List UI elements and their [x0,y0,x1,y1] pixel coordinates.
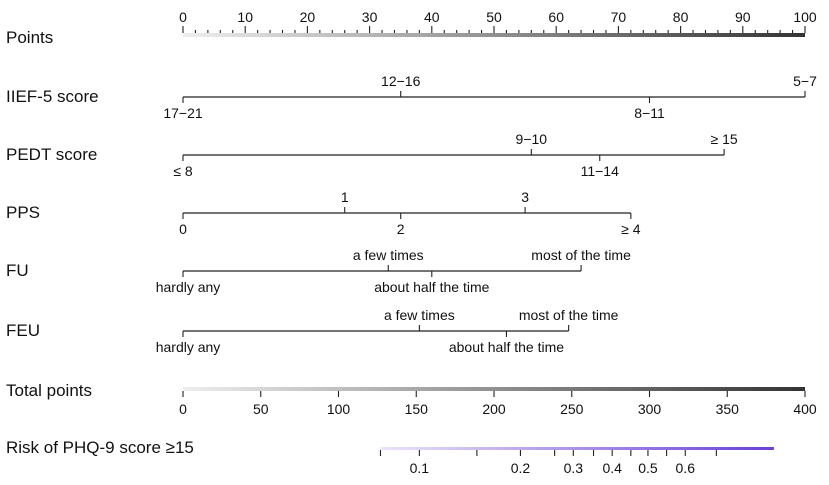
total-points-ticks: 0 50 100 150 200 250 300 350 400 [179,391,817,417]
total-points-tick-label: 350 [716,401,740,417]
total-points-tick-label: 250 [560,401,584,417]
level-label: 9−10 [516,131,548,147]
level-label: 5−7 [793,73,817,89]
points-ticks: 0 10 20 30 40 50 60 70 80 90 100 [179,9,817,33]
risk-tick-label: 0.5 [638,460,658,476]
total-points-tick-label: 300 [638,401,662,417]
risk-tick-label: 0.2 [511,460,531,476]
level-label: ≥ 4 [621,221,641,237]
level-label: a few times [384,307,455,323]
level-label: most of the time [531,247,631,263]
total-points-tick-label: 200 [482,401,506,417]
level-label: ≥ 15 [711,131,738,147]
level-label: ≤ 8 [173,163,193,179]
risk-gradient-bar [380,447,774,450]
risk-label: Risk of PHQ-9 score ≥15 [6,438,194,457]
level-label: hardly any [156,279,221,295]
level-label: 3 [521,189,529,205]
risk-scale: Risk of PHQ-9 score ≥15 0.1 0.2 0.3 0.4 0.5 0… [6,438,774,476]
points-tick-label: 30 [362,9,378,25]
points-label: Points [6,28,53,47]
level-label: most of the time [519,307,619,323]
total-points-tick-label: 150 [405,401,429,417]
risk-ticks: 0.1 0.2 0.3 0.4 0.5 0.6 [379,450,717,476]
points-tick-label: 40 [424,9,440,25]
level-label: 11−14 [581,163,619,179]
level-label: 12−16 [381,73,421,89]
total-points-scale: Total points 0 50 100 150 200 250 300 350 400 [6,381,817,417]
variable-label: IIEF-5 score [6,87,99,106]
total-points-tick-label: 400 [793,401,817,417]
variable-row: FU hardly any a few times about half the ti… [6,247,631,295]
variable-row: FEU hardly any a few times about half the t… [6,307,619,355]
risk-tick-label: 0.4 [602,460,622,476]
points-gradient-bar [183,33,805,37]
total-points-gradient-bar [183,387,805,391]
points-tick-label: 100 [793,9,817,25]
level-label: 2 [397,221,405,237]
variable-row: PPS 0 1 2 3 ≥ 4 [6,189,641,237]
total-points-tick-label: 50 [253,401,269,417]
points-tick-label: 20 [300,9,316,25]
variable-label: FU [6,261,29,280]
points-tick-label: 70 [611,9,627,25]
risk-tick-label: 0.6 [676,460,696,476]
points-tick-label: 60 [548,9,564,25]
variable-row: PEDT score ≤ 8 9−10 11−14 ≥ 15 [6,131,738,179]
points-tick-label: 50 [486,9,502,25]
variable-label: PPS [6,203,40,222]
total-points-tick-label: 100 [327,401,351,417]
level-label: 8−11 [634,105,665,121]
risk-tick-label: 0.3 [564,460,584,476]
points-tick-label: 0 [179,9,187,25]
level-label: about half the time [449,339,564,355]
variable-label: PEDT score [6,145,97,164]
total-points-tick-label: 0 [179,401,187,417]
level-label: about half the time [374,279,489,295]
points-scale: Points 0 10 20 30 40 50 60 70 80 90 100 [6,9,817,47]
points-tick-label: 10 [237,9,253,25]
variable-row: IIEF-5 score 17−21 12−16 8−11 5−7 [6,73,817,121]
total-points-label: Total points [6,381,92,400]
variable-label: FEU [6,321,40,340]
points-tick-label: 80 [673,9,689,25]
level-label: hardly any [156,339,221,355]
level-label: 1 [341,189,349,205]
points-tick-label: 90 [735,9,751,25]
level-label: 0 [179,221,187,237]
level-label: a few times [353,247,424,263]
risk-tick-label: 0.1 [410,460,430,476]
level-label: 17−21 [163,105,203,121]
variable-rows: IIEF-5 score 17−21 12−16 8−11 5−7 PEDT score ≤… [6,73,817,355]
